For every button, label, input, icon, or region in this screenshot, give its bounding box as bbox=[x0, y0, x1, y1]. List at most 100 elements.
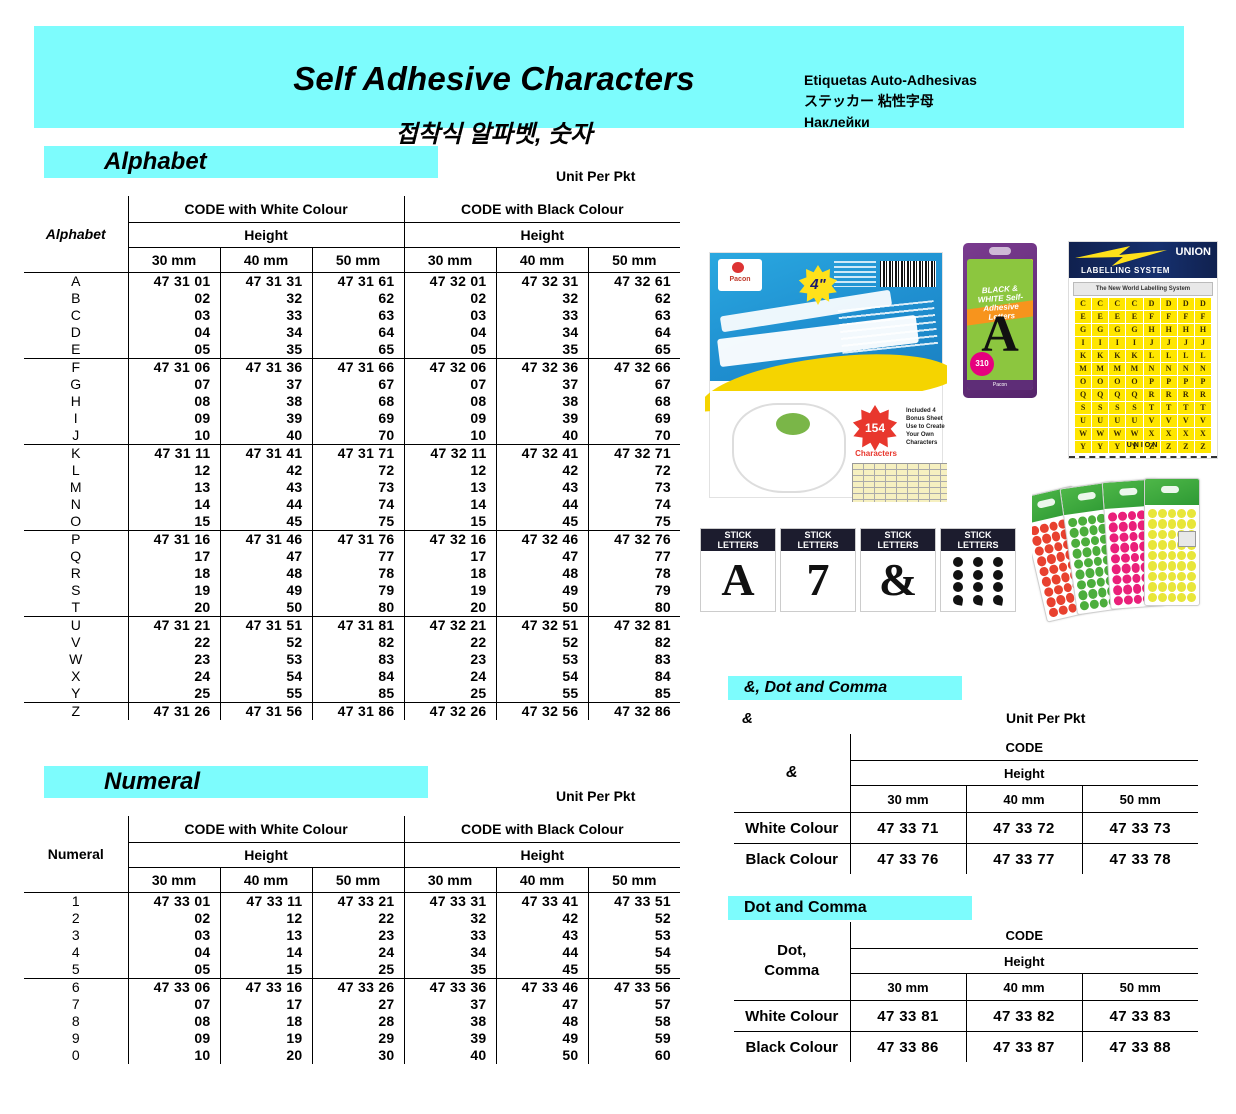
union-letter-cell: J bbox=[1143, 337, 1160, 349]
header-height-white-numeral: Height bbox=[127, 842, 405, 868]
code-cell: 65 bbox=[311, 341, 405, 359]
code-cell: 73 bbox=[311, 479, 405, 496]
code-cell: 08 bbox=[127, 1013, 221, 1030]
colour-dot bbox=[1148, 519, 1157, 529]
code-cell: 69 bbox=[587, 410, 681, 427]
code-cell: 48 bbox=[495, 1013, 589, 1030]
row-label: Q bbox=[24, 548, 129, 565]
code-cell: 43 bbox=[219, 479, 313, 496]
table-row: R 18 48 78 18 48 78 bbox=[24, 565, 681, 582]
section-tab-dot-comma-label: Dot and Comma bbox=[744, 899, 867, 916]
code-cell: 02 bbox=[403, 290, 497, 307]
code-cell: 32 bbox=[219, 290, 313, 307]
colour-dot bbox=[1130, 552, 1140, 563]
colour-dot bbox=[1080, 536, 1091, 548]
code-cell: 03 bbox=[403, 307, 497, 324]
code-cell: 53 bbox=[495, 651, 589, 668]
union-letter-cell: U bbox=[1109, 415, 1126, 427]
code-cell: 44 bbox=[495, 496, 589, 513]
union-letter-cell: R bbox=[1160, 389, 1177, 401]
colour-dot bbox=[1187, 509, 1196, 519]
page-header-banner: Self Adhesive Characters 접착식 알파벳, 숫자 Eti… bbox=[34, 26, 1184, 148]
table-row: 0 10 20 30 40 50 60 bbox=[24, 1047, 681, 1064]
code-cell: 47 bbox=[495, 548, 589, 565]
union-letter-cell: N bbox=[1177, 363, 1194, 375]
colour-dot bbox=[1038, 523, 1050, 535]
table-row: J 10 40 70 10 40 70 bbox=[24, 427, 681, 445]
colour-dot bbox=[1032, 535, 1043, 547]
section-tab-numeral: Numeral bbox=[44, 766, 428, 798]
table-row: M 13 43 73 13 43 73 bbox=[24, 479, 681, 496]
code-cell: 37 bbox=[495, 376, 589, 393]
union-letter-cell: M bbox=[1092, 363, 1109, 375]
code-cell: 14 bbox=[127, 496, 221, 513]
row-label: T bbox=[24, 599, 129, 617]
code-cell: 47 33 11 bbox=[219, 892, 313, 910]
code-cell: 70 bbox=[587, 427, 681, 445]
table-row: A 47 31 01 47 31 31 47 31 61 47 32 01 47 32 3… bbox=[24, 272, 681, 290]
row-label: M bbox=[24, 479, 129, 496]
code-cell: 48 bbox=[495, 565, 589, 582]
row-label: D bbox=[24, 324, 129, 341]
dot-table-corner-label: Dot, Comma bbox=[734, 922, 851, 1001]
code-cell: 08 bbox=[403, 393, 497, 410]
union-letter-cell: C bbox=[1109, 298, 1126, 310]
code-cell: 83 bbox=[587, 651, 681, 668]
colour-dot bbox=[1057, 604, 1069, 616]
row-label: J bbox=[24, 427, 129, 445]
code-cell: 14 bbox=[403, 496, 497, 513]
code-cell: 47 33 36 bbox=[403, 978, 497, 996]
code-cell: 55 bbox=[219, 685, 313, 703]
dot-corner-line2: Comma bbox=[764, 962, 820, 979]
code-cell: 47 33 16 bbox=[219, 978, 313, 996]
code-cell: 17 bbox=[127, 548, 221, 565]
code-cell: 84 bbox=[587, 668, 681, 685]
colour-dot bbox=[1084, 567, 1095, 579]
code-cell: 47 32 11 bbox=[403, 444, 497, 462]
code-cell: 47 32 46 bbox=[495, 530, 589, 548]
colour-dot bbox=[1127, 510, 1137, 521]
row-label: C bbox=[24, 307, 129, 324]
code-cell: 50 bbox=[495, 599, 589, 617]
header-amp-code: CODE bbox=[849, 734, 1198, 761]
table-row: 5 05 15 25 35 45 55 bbox=[24, 961, 681, 979]
page-title-korean: 접착식 알파벳, 숫자 bbox=[395, 121, 593, 148]
colour-dot bbox=[1187, 550, 1196, 561]
row-label: Z bbox=[24, 702, 129, 720]
code-cell: 19 bbox=[219, 1030, 313, 1047]
code-cell: 05 bbox=[127, 341, 221, 359]
code-cell: 47 33 72 bbox=[965, 812, 1083, 844]
row-label: I bbox=[24, 410, 129, 427]
section-tab-ampersand: &, Dot and Comma bbox=[728, 676, 962, 700]
header-height-black-numeral: Height bbox=[403, 842, 681, 868]
row-label: F bbox=[24, 358, 129, 376]
union-letter-cell: S bbox=[1092, 402, 1109, 414]
code-cell: 63 bbox=[311, 307, 405, 324]
code-cell: 58 bbox=[587, 1013, 681, 1030]
colour-dot bbox=[1094, 566, 1105, 577]
code-cell: 69 bbox=[311, 410, 405, 427]
row-label: 9 bbox=[24, 1030, 129, 1047]
code-cell: 47 31 66 bbox=[311, 358, 405, 376]
union-letter-cell: Y bbox=[1092, 441, 1109, 453]
union-letter-cell: K bbox=[1109, 350, 1126, 362]
union-letter-cell: P bbox=[1194, 376, 1211, 388]
code-cell: 07 bbox=[127, 996, 221, 1013]
code-cell: 13 bbox=[219, 927, 313, 944]
table-row: I 09 39 69 09 39 69 bbox=[24, 410, 681, 427]
union-letter-cell: W bbox=[1092, 428, 1109, 440]
union-letter-cell: R bbox=[1143, 389, 1160, 401]
header-numeral-black-40mm: 40 mm bbox=[495, 867, 589, 893]
union-letter-cell: L bbox=[1194, 350, 1211, 362]
header-white-50mm: 50 mm bbox=[311, 247, 405, 273]
colour-dot bbox=[1167, 571, 1177, 582]
row-label: Black Colour bbox=[734, 1031, 851, 1062]
colour-dot bbox=[1119, 542, 1130, 553]
code-cell: 15 bbox=[127, 513, 221, 531]
code-cell: 64 bbox=[587, 324, 681, 341]
bonus-sheet-note: Included 4 Bonus Sheet Use to Create You… bbox=[906, 408, 945, 446]
table-row: H 08 38 68 08 38 68 bbox=[24, 393, 681, 410]
colour-dot bbox=[1130, 562, 1141, 573]
code-cell: 08 bbox=[127, 393, 221, 410]
